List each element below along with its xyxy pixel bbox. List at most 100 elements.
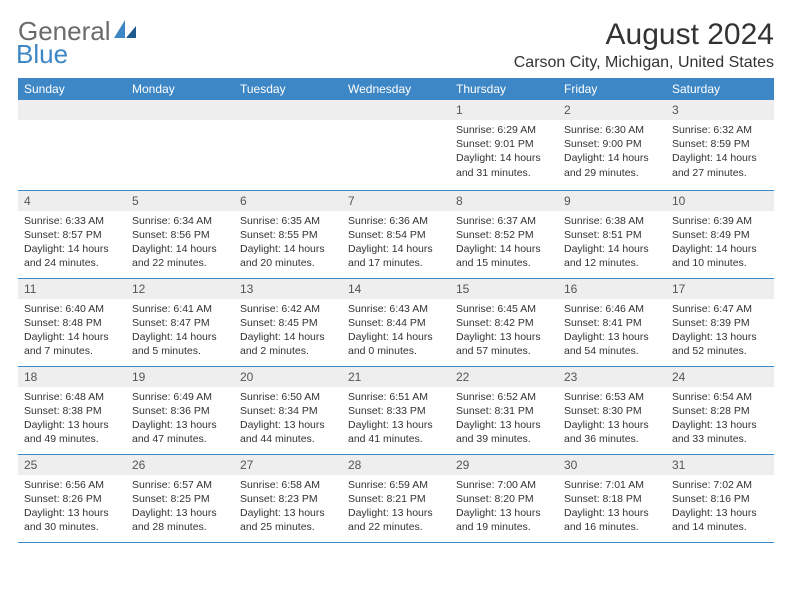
sunset-line: Sunset: 8:48 PM	[24, 316, 120, 330]
calendar-cell: 16Sunrise: 6:46 AMSunset: 8:41 PMDayligh…	[558, 278, 666, 366]
calendar-cell: 19Sunrise: 6:49 AMSunset: 8:36 PMDayligh…	[126, 366, 234, 454]
day-number: 11	[18, 279, 126, 299]
day-details: Sunrise: 6:56 AMSunset: 8:26 PMDaylight:…	[18, 475, 126, 537]
sunrise-line: Sunrise: 6:58 AM	[240, 478, 336, 492]
day-details: Sunrise: 6:40 AMSunset: 8:48 PMDaylight:…	[18, 299, 126, 361]
page-header: General Blue August 2024 Carson City, Mi…	[18, 18, 774, 72]
col-tuesday: Tuesday	[234, 78, 342, 100]
weekday-header-row: Sunday Monday Tuesday Wednesday Thursday…	[18, 78, 774, 100]
daylight-line: Daylight: 14 hours and 20 minutes.	[240, 242, 336, 270]
sunset-line: Sunset: 8:16 PM	[672, 492, 768, 506]
sunset-line: Sunset: 8:18 PM	[564, 492, 660, 506]
daylight-line: Daylight: 13 hours and 28 minutes.	[132, 506, 228, 534]
calendar-cell: 7Sunrise: 6:36 AMSunset: 8:54 PMDaylight…	[342, 190, 450, 278]
daylight-line: Daylight: 14 hours and 10 minutes.	[672, 242, 768, 270]
calendar-week-row: 4Sunrise: 6:33 AMSunset: 8:57 PMDaylight…	[18, 190, 774, 278]
day-number-empty	[342, 100, 450, 120]
sunset-line: Sunset: 9:01 PM	[456, 137, 552, 151]
daylight-line: Daylight: 13 hours and 41 minutes.	[348, 418, 444, 446]
day-number: 18	[18, 367, 126, 387]
day-number: 27	[234, 455, 342, 475]
day-number: 29	[450, 455, 558, 475]
sunset-line: Sunset: 8:55 PM	[240, 228, 336, 242]
sunrise-line: Sunrise: 7:01 AM	[564, 478, 660, 492]
day-details: Sunrise: 6:37 AMSunset: 8:52 PMDaylight:…	[450, 211, 558, 273]
calendar-cell: 1 Sunrise: 6:29 AMSunset: 9:01 PMDaylight…	[450, 100, 558, 190]
sunrise-line: Sunrise: 6:36 AM	[348, 214, 444, 228]
sunset-line: Sunset: 8:52 PM	[456, 228, 552, 242]
sunrise-line: Sunrise: 6:47 AM	[672, 302, 768, 316]
sunrise-line: Sunrise: 6:38 AM	[564, 214, 660, 228]
day-details: Sunrise: 6:53 AMSunset: 8:30 PMDaylight:…	[558, 387, 666, 449]
col-thursday: Thursday	[450, 78, 558, 100]
daylight-line: Daylight: 13 hours and 16 minutes.	[564, 506, 660, 534]
sunset-line: Sunset: 8:25 PM	[132, 492, 228, 506]
day-number: 15	[450, 279, 558, 299]
daylight-line: Daylight: 13 hours and 49 minutes.	[24, 418, 120, 446]
calendar-cell: 28Sunrise: 6:59 AMSunset: 8:21 PMDayligh…	[342, 454, 450, 542]
col-friday: Friday	[558, 78, 666, 100]
sunrise-line: Sunrise: 6:39 AM	[672, 214, 768, 228]
daylight-line: Daylight: 13 hours and 14 minutes.	[672, 506, 768, 534]
day-details: Sunrise: 6:50 AMSunset: 8:34 PMDaylight:…	[234, 387, 342, 449]
day-details: Sunrise: 6:33 AMSunset: 8:57 PMDaylight:…	[18, 211, 126, 273]
day-number: 31	[666, 455, 774, 475]
sunrise-line: Sunrise: 6:34 AM	[132, 214, 228, 228]
day-details: Sunrise: 6:41 AMSunset: 8:47 PMDaylight:…	[126, 299, 234, 361]
day-details: Sunrise: 6:52 AMSunset: 8:31 PMDaylight:…	[450, 387, 558, 449]
calendar-table: Sunday Monday Tuesday Wednesday Thursday…	[18, 78, 774, 543]
sunset-line: Sunset: 8:33 PM	[348, 404, 444, 418]
day-number: 6	[234, 191, 342, 211]
sunset-line: Sunset: 8:38 PM	[24, 404, 120, 418]
sunrise-line: Sunrise: 6:29 AM	[456, 123, 552, 137]
calendar-week-row: 18Sunrise: 6:48 AMSunset: 8:38 PMDayligh…	[18, 366, 774, 454]
sunset-line: Sunset: 8:56 PM	[132, 228, 228, 242]
calendar-cell: 17Sunrise: 6:47 AMSunset: 8:39 PMDayligh…	[666, 278, 774, 366]
sunrise-line: Sunrise: 6:54 AM	[672, 390, 768, 404]
calendar-cell: 23Sunrise: 6:53 AMSunset: 8:30 PMDayligh…	[558, 366, 666, 454]
day-number: 1	[450, 100, 558, 120]
sail-icon	[114, 20, 136, 43]
day-number: 21	[342, 367, 450, 387]
sunrise-line: Sunrise: 6:40 AM	[24, 302, 120, 316]
day-number-empty	[234, 100, 342, 120]
sunrise-line: Sunrise: 6:41 AM	[132, 302, 228, 316]
daylight-line: Daylight: 14 hours and 12 minutes.	[564, 242, 660, 270]
calendar-cell: 3Sunrise: 6:32 AMSunset: 8:59 PMDaylight…	[666, 100, 774, 190]
calendar-cell: 9Sunrise: 6:38 AMSunset: 8:51 PMDaylight…	[558, 190, 666, 278]
day-number: 5	[126, 191, 234, 211]
sunrise-line: Sunrise: 6:43 AM	[348, 302, 444, 316]
day-number: 26	[126, 455, 234, 475]
calendar-cell: 11Sunrise: 6:40 AMSunset: 8:48 PMDayligh…	[18, 278, 126, 366]
calendar-cell	[18, 100, 126, 190]
sunrise-line: Sunrise: 6:49 AM	[132, 390, 228, 404]
daylight-line: Daylight: 14 hours and 31 minutes.	[456, 151, 552, 179]
daylight-line: Daylight: 13 hours and 39 minutes.	[456, 418, 552, 446]
month-title: August 2024	[514, 18, 774, 52]
day-number: 20	[234, 367, 342, 387]
day-details: Sunrise: 6:57 AMSunset: 8:25 PMDaylight:…	[126, 475, 234, 537]
sunrise-line: Sunrise: 6:53 AM	[564, 390, 660, 404]
calendar-week-row: 1 Sunrise: 6:29 AMSunset: 9:01 PMDaylight…	[18, 100, 774, 190]
day-number: 24	[666, 367, 774, 387]
calendar-cell: 2Sunrise: 6:30 AMSunset: 9:00 PMDaylight…	[558, 100, 666, 190]
day-details: Sunrise: 7:01 AMSunset: 8:18 PMDaylight:…	[558, 475, 666, 537]
day-number: 19	[126, 367, 234, 387]
sunrise-line: Sunrise: 6:32 AM	[672, 123, 768, 137]
day-number: 13	[234, 279, 342, 299]
daylight-line: Daylight: 13 hours and 36 minutes.	[564, 418, 660, 446]
daylight-line: Daylight: 13 hours and 25 minutes.	[240, 506, 336, 534]
brand-logo: General Blue	[18, 18, 136, 67]
day-number: 3	[666, 100, 774, 120]
sunset-line: Sunset: 8:57 PM	[24, 228, 120, 242]
day-details: Sunrise: 6:30 AMSunset: 9:00 PMDaylight:…	[558, 120, 666, 182]
calendar-cell	[234, 100, 342, 190]
calendar-cell	[342, 100, 450, 190]
day-details: Sunrise: 6:34 AMSunset: 8:56 PMDaylight:…	[126, 211, 234, 273]
sunset-line: Sunset: 8:54 PM	[348, 228, 444, 242]
calendar-cell: 12Sunrise: 6:41 AMSunset: 8:47 PMDayligh…	[126, 278, 234, 366]
day-number: 10	[666, 191, 774, 211]
sunset-line: Sunset: 8:36 PM	[132, 404, 228, 418]
calendar-cell: 27Sunrise: 6:58 AMSunset: 8:23 PMDayligh…	[234, 454, 342, 542]
day-number: 22	[450, 367, 558, 387]
